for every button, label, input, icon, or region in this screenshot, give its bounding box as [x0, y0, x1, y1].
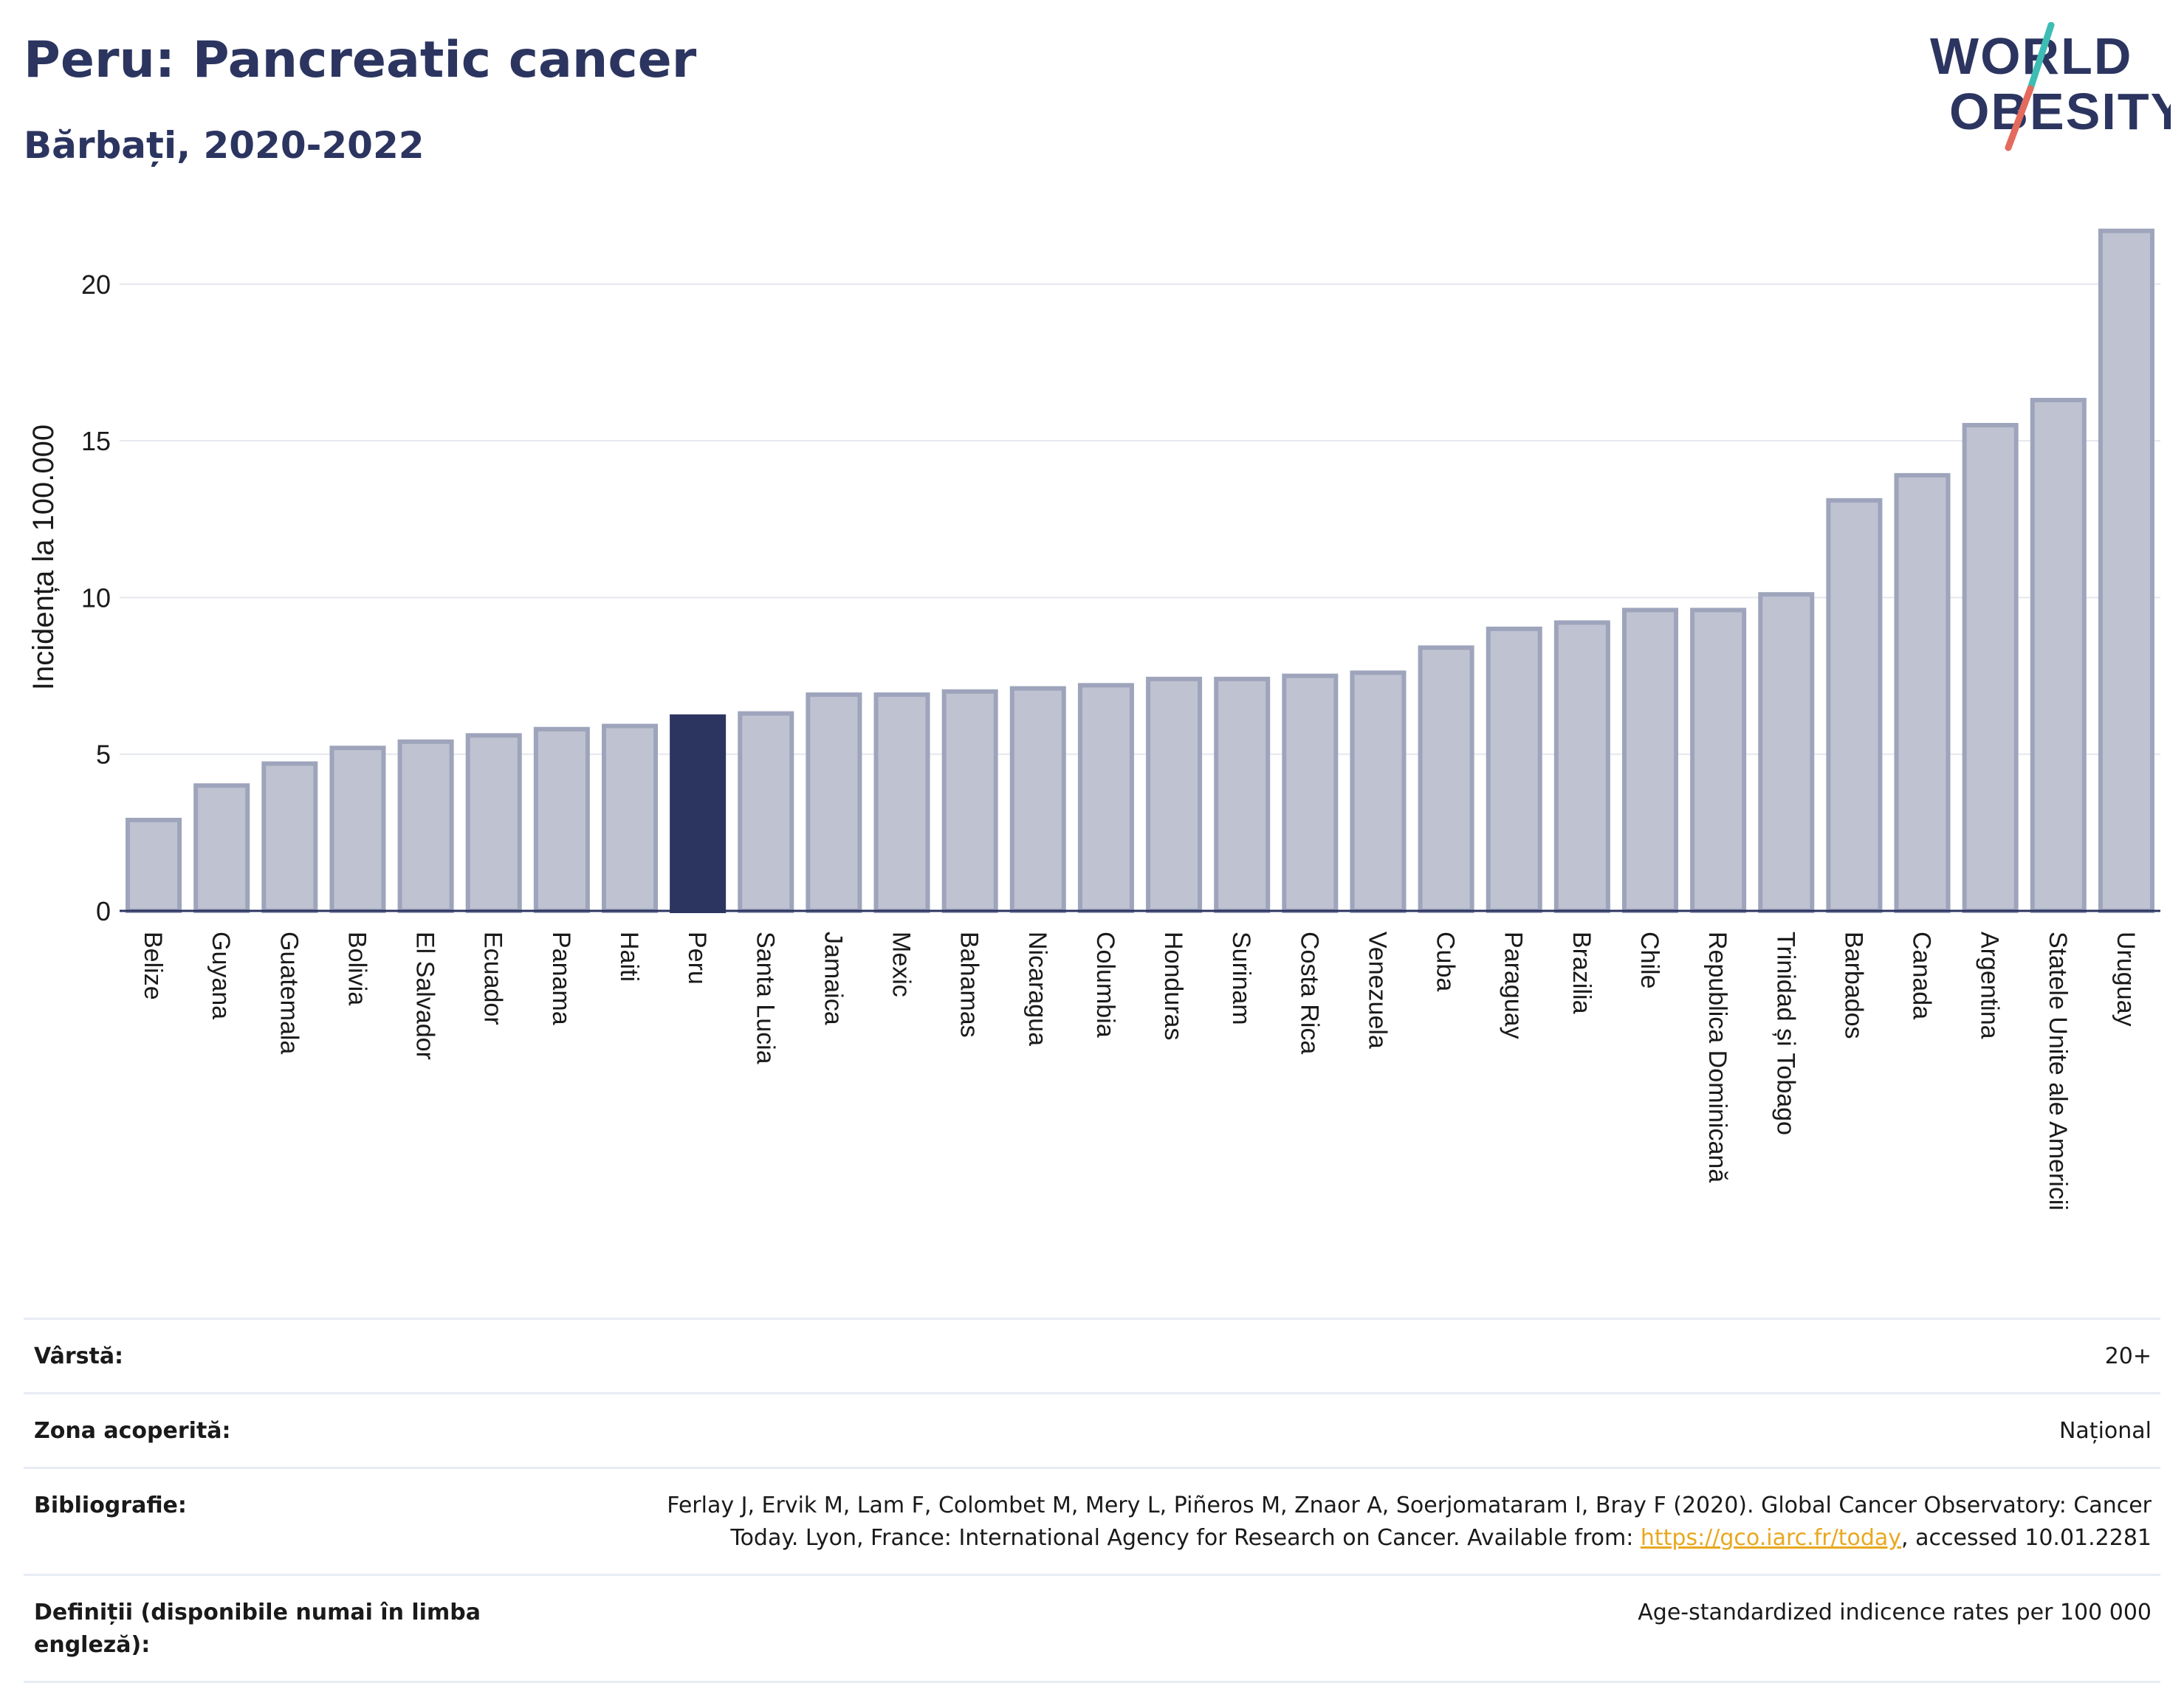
bar-honduras — [1146, 676, 1203, 913]
info-table: Vârstă: 20+ Zona acoperită: Național Bib… — [24, 1318, 2160, 1683]
x-tick-label: Santa Lucia — [751, 932, 779, 1064]
bar-barbados — [1826, 498, 1883, 913]
y-tick-label: 15 — [81, 426, 111, 456]
x-tick-label: Barbados — [1839, 932, 1867, 1039]
info-label: Vârstă: — [34, 1343, 124, 1369]
logo-line2: OBESITY — [1949, 83, 2171, 140]
x-tick-label: Cuba — [1432, 932, 1460, 991]
x-tick-label: Bolivia — [343, 932, 371, 1005]
x-tick-label: Columbia — [1091, 932, 1119, 1038]
x-tick-label: Ecuador — [479, 932, 507, 1025]
x-tick-label: Belize — [139, 932, 167, 1000]
bar-paraguay — [1486, 626, 1542, 914]
bar-jamaica — [806, 692, 862, 914]
x-tick-label: Nicaragua — [1023, 932, 1051, 1046]
bibliography-text: Ferlay J, Ervik M, Lam F, Colombet M, Me… — [667, 1493, 2152, 1551]
y-tick-labels: 0 5 10 15 20 — [81, 269, 111, 926]
x-tick-label: Panama — [547, 932, 575, 1025]
info-value: Național — [2058, 1418, 2152, 1444]
info-value: 20+ — [2104, 1343, 2152, 1369]
bar-cuba — [1418, 645, 1474, 914]
bar-statele-unite-ale-americii — [2030, 397, 2087, 913]
bar-panama — [533, 726, 590, 913]
y-tick-label: 10 — [81, 582, 111, 613]
bars — [126, 228, 2154, 914]
bar-peru — [670, 714, 727, 913]
x-tick-label: Chile — [1635, 932, 1663, 988]
x-tick-label: Brazilia — [1567, 932, 1596, 1014]
x-tick-label: Costa Rica — [1295, 932, 1323, 1054]
x-tick-label: Republica Dominicană — [1703, 932, 1731, 1183]
info-row-bibliography: Bibliografie: Ferlay J, Ervik M, Lam F, … — [24, 1467, 2160, 1574]
x-tick-label: Bahamas — [955, 932, 983, 1038]
x-tick-label: Paraguay — [1500, 932, 1528, 1039]
bar-columbia — [1077, 683, 1134, 913]
y-axis-label: Incidența la 100.000 — [27, 424, 60, 690]
bar-argentina — [1962, 422, 2019, 913]
bar-venezuela — [1350, 670, 1407, 913]
x-tick-label: Guatemala — [275, 932, 303, 1054]
x-tick-label: Mexic — [887, 932, 916, 997]
bar-republica-dominican- — [1690, 608, 1747, 913]
chart-title: Peru: Pancreatic cancer — [24, 31, 697, 89]
bar-santa-lucia — [738, 711, 794, 913]
bar-chile — [1621, 608, 1679, 913]
bar-brazilia — [1553, 620, 1610, 913]
info-row-definitions: Definiții (disponibile numai în limba en… — [24, 1574, 2160, 1683]
chart-subtitle: Bărbați, 2020-2022 — [24, 124, 425, 167]
logo-slash-red — [2005, 85, 2034, 151]
bar-bahamas — [941, 689, 998, 913]
bar-guatemala — [261, 761, 318, 913]
info-row-age: Vârstă: 20+ — [24, 1318, 2160, 1392]
x-tick-label: Surinam — [1227, 932, 1255, 1025]
bar-haiti — [601, 723, 659, 913]
world-obesity-logo: WORLD OBESITY — [1930, 22, 2171, 151]
bar-mexic — [873, 692, 930, 914]
logo-line1: WORLD — [1930, 27, 2132, 85]
x-tick-label: Honduras — [1159, 932, 1187, 1040]
bar-belize — [126, 817, 182, 914]
bar-chart: 0 5 10 15 20 Belize Guyana Guatemala Bolivia El … — [27, 228, 2160, 1211]
y-tick-label: 0 — [96, 896, 111, 926]
bar-ecuador — [465, 733, 522, 913]
y-tick-label: 20 — [81, 269, 111, 300]
grid-lines — [120, 283, 2160, 755]
bar-bolivia — [329, 746, 386, 914]
bibliography-accessed: , accessed 10.01.2281 — [1901, 1525, 2152, 1551]
bar-trinidad-i-tobago — [1758, 592, 1815, 914]
info-label: Definiții (disponibile numai în limba en… — [34, 1600, 481, 1658]
bar-uruguay — [2098, 228, 2154, 913]
info-label: Zona acoperită: — [34, 1418, 231, 1444]
x-tick-label: Canada — [1908, 932, 1936, 1019]
info-label: Bibliografie: — [34, 1493, 187, 1518]
source-link[interactable]: https://gco.iarc.fr/today — [1640, 1525, 1902, 1551]
info-row-area: Zona acoperită: Național — [24, 1392, 2160, 1467]
x-tick-label: Jamaica — [819, 932, 847, 1025]
info-value: Ferlay J, Ervik M, Lam F, Colombet M, Me… — [601, 1490, 2152, 1555]
logo-slash-teal — [2027, 22, 2055, 92]
bar-surinam — [1214, 676, 1271, 913]
bar-guyana — [193, 783, 250, 913]
bar-costa-rica — [1282, 673, 1339, 913]
x-tick-label: El Salvador — [411, 932, 439, 1060]
x-tick-label: Argentina — [1976, 932, 2004, 1039]
x-tick-label: Statele Unite ale Americii — [2044, 932, 2072, 1211]
y-tick-label: 5 — [96, 740, 111, 770]
x-tick-label: Trinidad și Tobago — [1771, 932, 1799, 1135]
x-tick-label: Uruguay — [2112, 932, 2140, 1027]
x-tick-label: Haiti — [615, 932, 643, 982]
info-value: Age-standardized indicence rates per 100… — [1638, 1600, 2152, 1625]
x-tick-labels: Belize Guyana Guatemala Bolivia El Salvador E… — [139, 932, 2140, 1211]
bar-el-salvador — [397, 739, 454, 914]
bar-nicaragua — [1009, 686, 1066, 914]
x-tick-label: Guyana — [207, 932, 235, 1019]
x-tick-label: Venezuela — [1363, 932, 1391, 1049]
x-tick-label: Peru — [683, 932, 711, 985]
bar-canada — [1894, 472, 1951, 913]
